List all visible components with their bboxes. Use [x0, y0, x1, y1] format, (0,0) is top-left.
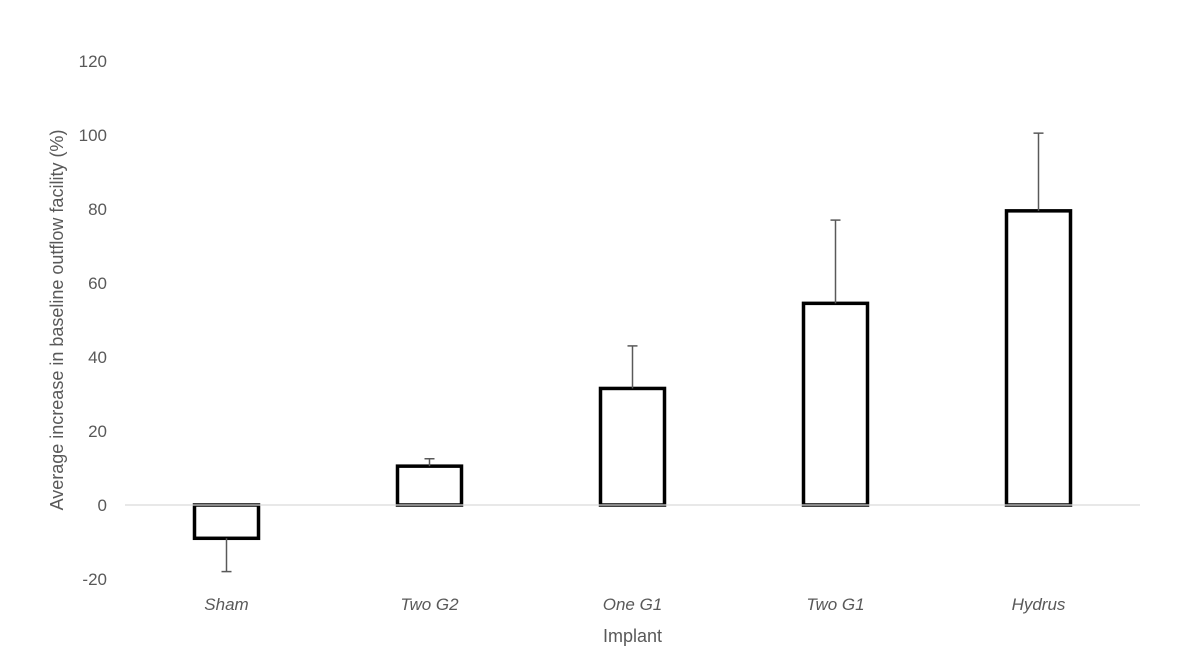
- y-axis-title: Average increase in baseline outflow fac…: [47, 130, 67, 511]
- y-tick-label: 0: [98, 496, 107, 515]
- x-tick-label: Sham: [204, 595, 248, 614]
- y-tick-label: -20: [82, 570, 107, 589]
- y-tick-label: 60: [88, 274, 107, 293]
- y-tick-label: 40: [88, 348, 107, 367]
- bar: [192, 503, 261, 541]
- y-tick-label: 120: [79, 52, 107, 71]
- x-axis-title: Implant: [603, 626, 662, 646]
- x-tick-label: Two G1: [806, 595, 864, 614]
- x-tick-label: One G1: [603, 595, 663, 614]
- bar: [598, 386, 667, 507]
- y-axis-ticks: -20 0 20 40 60 80 100 120: [79, 52, 107, 589]
- x-tick-label: Hydrus: [1012, 595, 1066, 614]
- x-axis-labels: Sham Two G2 One G1 Two G1 Hydrus: [204, 595, 1066, 614]
- error-bars: [221, 132, 1044, 573]
- bar: [1004, 209, 1073, 507]
- bar: [395, 464, 464, 507]
- y-tick-label: 20: [88, 422, 107, 441]
- bar: [801, 301, 870, 507]
- x-tick-label: Two G2: [400, 595, 459, 614]
- y-tick-label: 80: [88, 200, 107, 219]
- y-tick-label: 100: [79, 126, 107, 145]
